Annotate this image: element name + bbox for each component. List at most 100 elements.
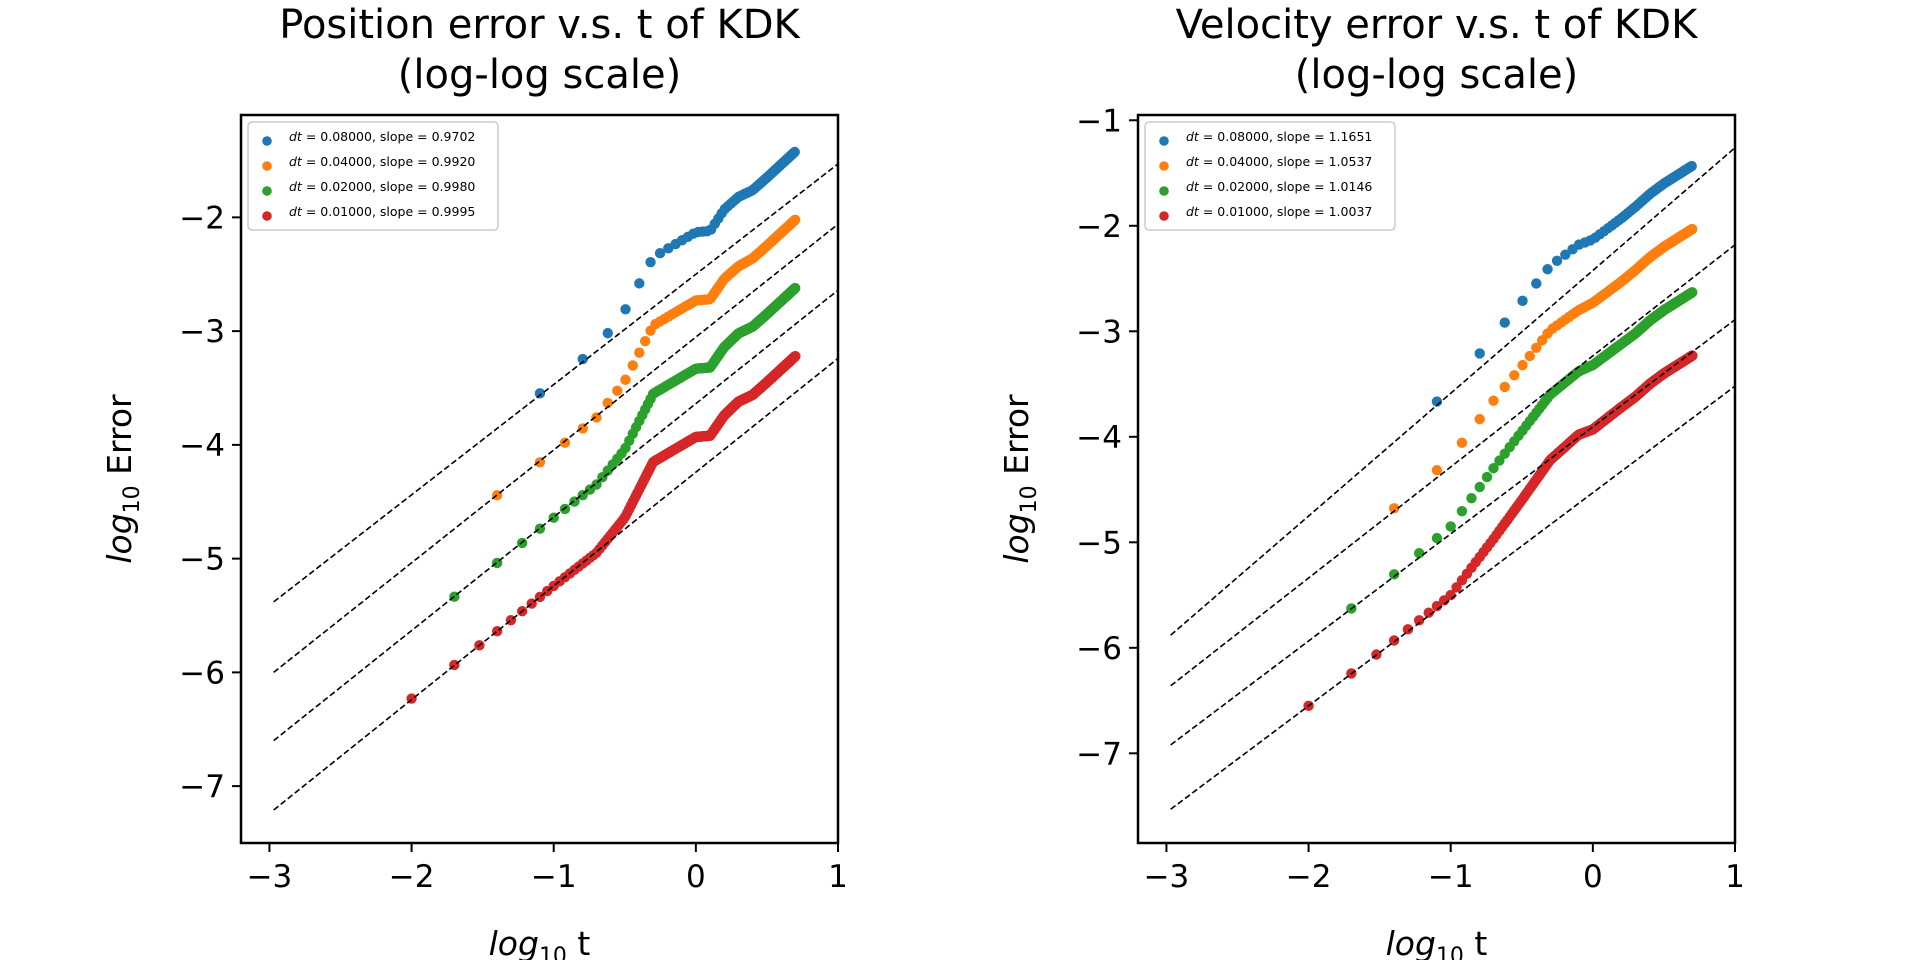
series-2 bbox=[491, 214, 801, 501]
data-point bbox=[1431, 532, 1443, 544]
y-tick-label: −5 bbox=[179, 542, 225, 578]
x-tick-label: 1 bbox=[828, 859, 848, 895]
chart-subtitle: (log-log scale) bbox=[1295, 52, 1578, 98]
fit-line bbox=[1170, 319, 1735, 746]
legend-marker bbox=[1159, 211, 1169, 221]
data-point bbox=[1517, 359, 1528, 371]
data-point bbox=[627, 360, 638, 371]
x-tick-label: 1 bbox=[1725, 859, 1745, 895]
data-point bbox=[1687, 223, 1698, 235]
data-point bbox=[790, 350, 801, 362]
chart-title: Velocity error v.s. t of KDK bbox=[1176, 2, 1699, 48]
data-point bbox=[1517, 295, 1528, 307]
data-point bbox=[1456, 437, 1468, 449]
data-point bbox=[1551, 255, 1563, 266]
fit-line bbox=[1170, 385, 1735, 810]
x-tick-label: −3 bbox=[247, 859, 293, 895]
plot-area bbox=[273, 146, 838, 811]
data-point bbox=[1560, 249, 1571, 260]
panel-2: Velocity error v.s. t of KDK(log-log sca… bbox=[997, 2, 1745, 960]
y-axis-label: log10 Error bbox=[997, 394, 1042, 564]
data-point bbox=[1388, 503, 1400, 514]
x-tick-label: −2 bbox=[389, 859, 435, 895]
axes-frame bbox=[1136, 113, 1737, 845]
data-point bbox=[1499, 381, 1510, 393]
legend-entry: dt = 0.04000, slope = 0.9920 bbox=[289, 154, 475, 169]
chart-title: Position error v.s. t of KDK bbox=[279, 2, 801, 48]
plot-area bbox=[1170, 147, 1735, 810]
y-tick-label: −7 bbox=[1076, 736, 1122, 772]
data-point bbox=[634, 347, 645, 358]
data-point bbox=[1466, 493, 1477, 504]
y-tick-label: −2 bbox=[1076, 209, 1122, 245]
data-point bbox=[1431, 396, 1443, 407]
x-tick-label: −2 bbox=[1286, 859, 1332, 895]
data-point bbox=[1388, 635, 1400, 646]
data-point bbox=[1542, 264, 1553, 275]
y-tick-label: −4 bbox=[1076, 420, 1122, 456]
x-tick-label: 0 bbox=[686, 859, 706, 895]
x-axis-label: log10 t bbox=[1386, 924, 1488, 960]
y-tick-label: −5 bbox=[1076, 525, 1122, 561]
data-point bbox=[790, 214, 801, 225]
data-point bbox=[1509, 370, 1520, 381]
legend-entry: dt = 0.01000, slope = 0.9995 bbox=[289, 204, 475, 219]
data-point bbox=[612, 385, 623, 396]
legend-box bbox=[247, 121, 499, 231]
fit-line bbox=[273, 357, 838, 811]
legend-entry: dt = 0.04000, slope = 1.0537 bbox=[1186, 154, 1372, 169]
y-tick-label: −2 bbox=[179, 200, 225, 236]
data-point bbox=[1388, 569, 1400, 580]
legend-entry: dt = 0.02000, slope = 1.0146 bbox=[1186, 179, 1372, 194]
fit-line bbox=[1170, 244, 1735, 687]
data-point bbox=[645, 257, 656, 268]
data-point bbox=[654, 247, 666, 259]
legend-marker bbox=[1159, 186, 1169, 196]
series-3 bbox=[449, 282, 801, 602]
legend-marker bbox=[262, 161, 272, 171]
legend-marker bbox=[1159, 136, 1169, 146]
axes-frame bbox=[239, 113, 840, 845]
fit-line bbox=[273, 289, 838, 742]
legend-box bbox=[1144, 121, 1396, 231]
y-tick-label: −7 bbox=[179, 769, 225, 805]
data-point bbox=[1456, 505, 1468, 517]
data-point bbox=[1499, 317, 1510, 328]
y-tick-label: −1 bbox=[1076, 103, 1122, 139]
legend-marker bbox=[262, 136, 272, 146]
data-point bbox=[591, 479, 602, 490]
x-tick-label: −3 bbox=[1144, 859, 1190, 895]
legend: dt = 0.08000, slope = 0.9702 dt = 0.04000… bbox=[247, 121, 499, 231]
data-point bbox=[1413, 547, 1425, 559]
x-axis-label: log10 t bbox=[489, 924, 591, 960]
data-point bbox=[602, 397, 613, 409]
data-point bbox=[1402, 624, 1414, 635]
data-point bbox=[577, 353, 588, 365]
data-point bbox=[790, 282, 801, 294]
series-4 bbox=[406, 350, 801, 704]
fit-line bbox=[1170, 147, 1735, 636]
data-point bbox=[534, 388, 546, 399]
legend-entry: dt = 0.08000, slope = 0.9702 bbox=[289, 129, 475, 144]
y-tick-label: −3 bbox=[179, 314, 225, 350]
legend-marker bbox=[262, 186, 272, 196]
fit-line bbox=[273, 163, 838, 603]
y-tick-label: −6 bbox=[179, 655, 225, 691]
series-2 bbox=[1388, 223, 1698, 514]
y-axis-label: log10 Error bbox=[100, 394, 145, 564]
legend-marker bbox=[1159, 161, 1169, 171]
legend-entry: dt = 0.01000, slope = 1.0037 bbox=[1186, 204, 1372, 219]
data-point bbox=[1474, 348, 1485, 359]
data-point bbox=[1445, 521, 1456, 532]
chart-subtitle: (log-log scale) bbox=[398, 52, 681, 98]
data-point bbox=[620, 374, 631, 385]
panel-1: Position error v.s. t of KDK(log-log sca… bbox=[100, 2, 848, 960]
data-point bbox=[1488, 395, 1499, 406]
data-point bbox=[1474, 481, 1485, 493]
x-tick-label: −1 bbox=[1428, 859, 1474, 895]
data-point bbox=[1413, 615, 1425, 626]
data-point bbox=[1451, 582, 1462, 593]
data-point bbox=[1481, 471, 1493, 483]
data-point bbox=[1431, 600, 1443, 612]
data-point bbox=[639, 336, 651, 347]
